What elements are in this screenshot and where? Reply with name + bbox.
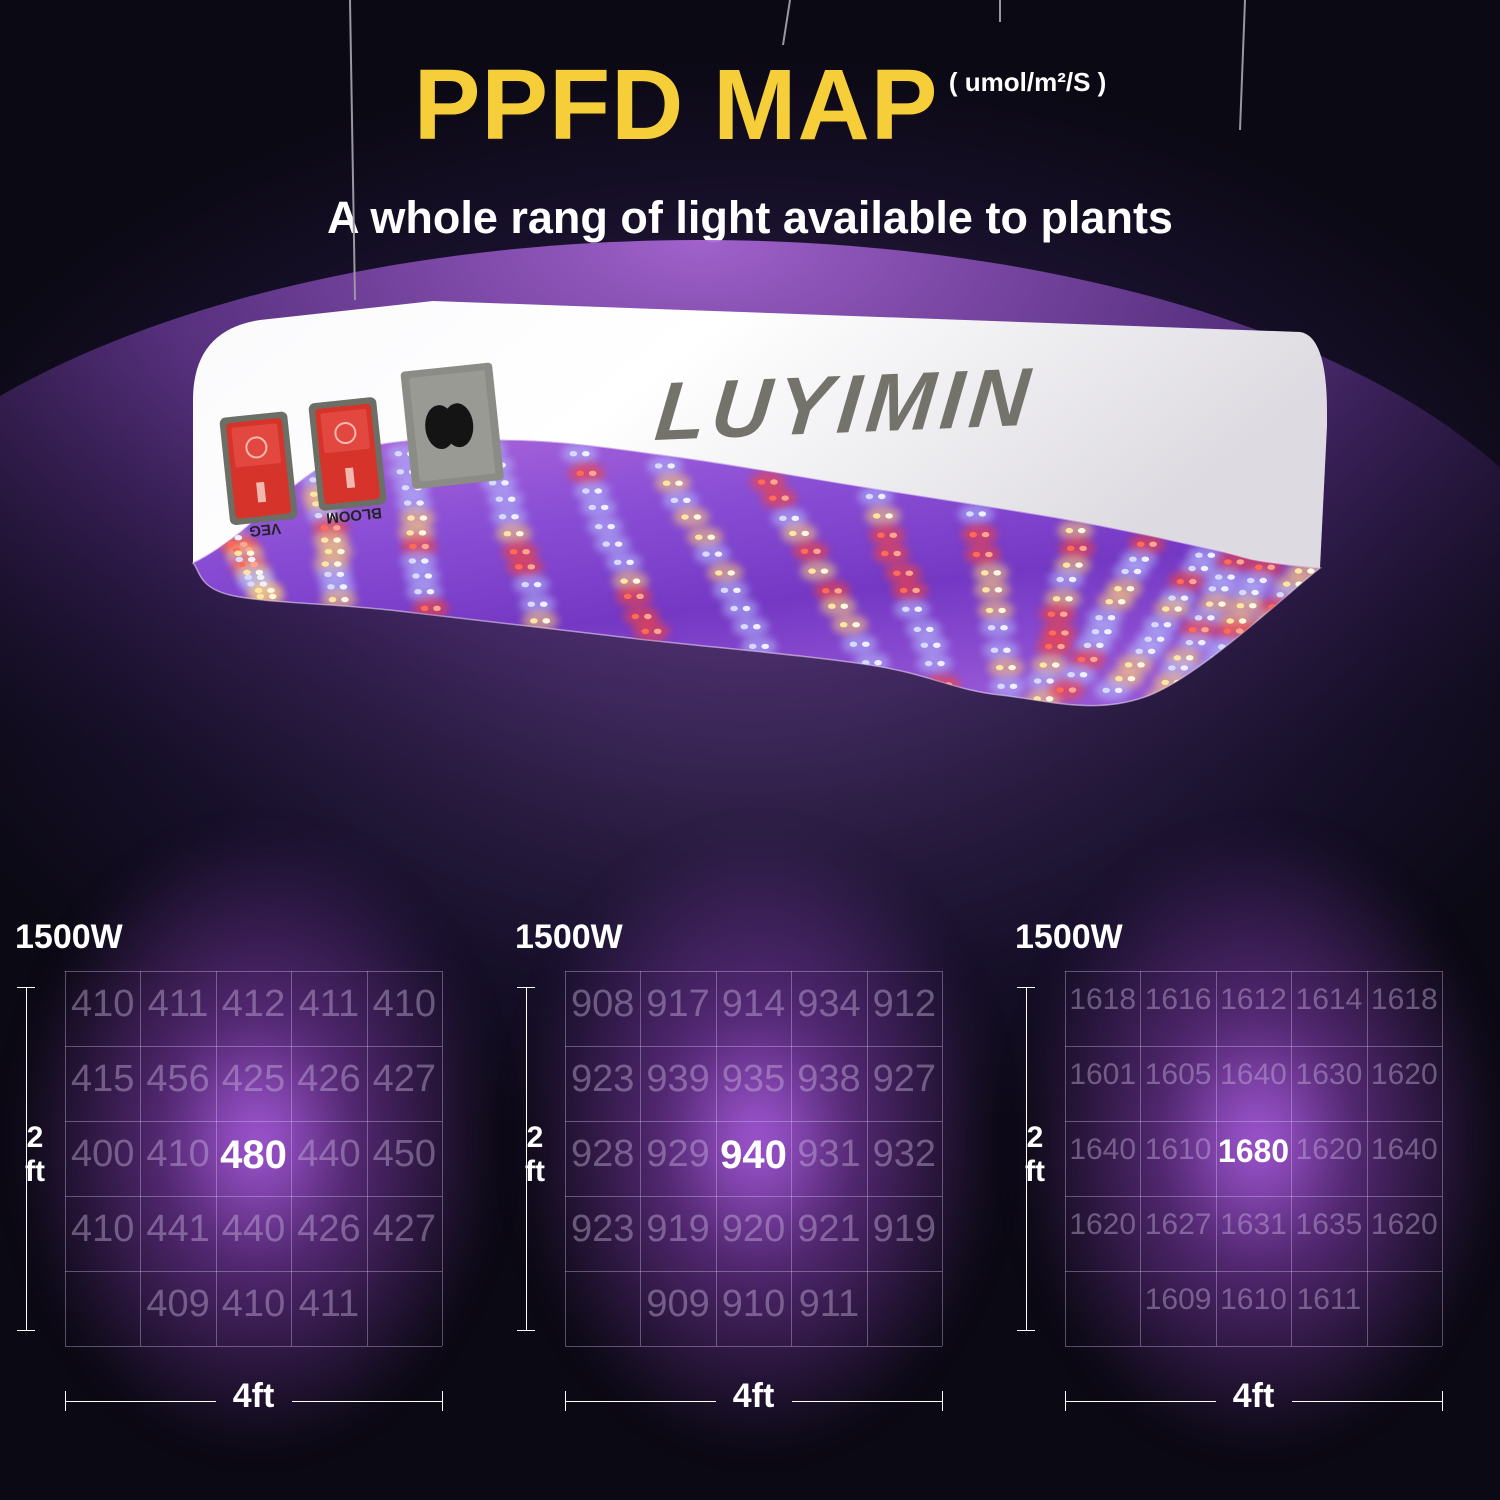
svg-text:LUYIMIN: LUYIMIN bbox=[651, 351, 1039, 458]
svg-text:VEG: VEG bbox=[248, 519, 281, 539]
